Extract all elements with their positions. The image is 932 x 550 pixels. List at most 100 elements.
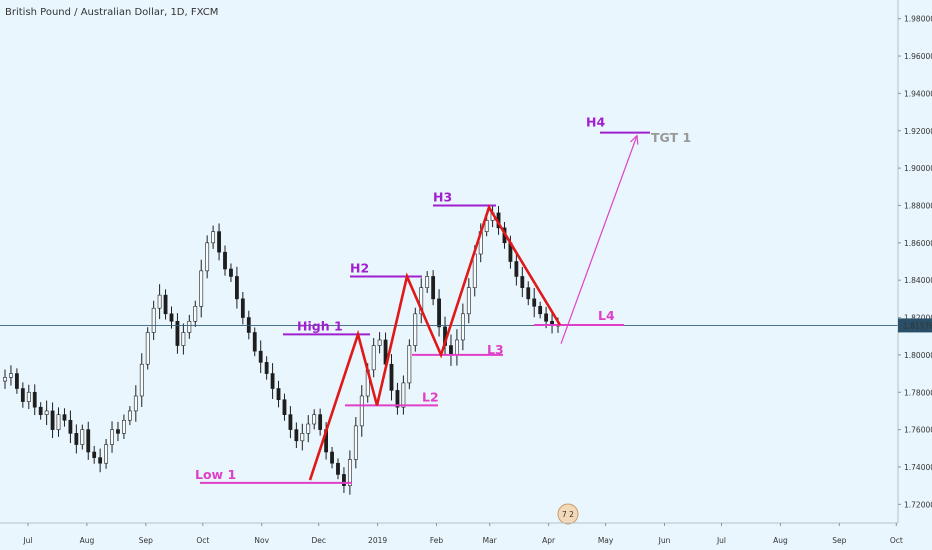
candle-body bbox=[460, 313, 465, 341]
time-tick-label: Oct bbox=[196, 536, 209, 545]
candle-body bbox=[276, 388, 281, 401]
plot-area[interactable]: Low 1 High 1 L2 H2 L3 H3 L4 H4 TGT 1 7 2 bbox=[0, 115, 898, 525]
price-tick-label: 1.92000 bbox=[904, 127, 932, 136]
candle-body bbox=[431, 276, 436, 300]
candle-body bbox=[252, 332, 257, 352]
candle-body bbox=[407, 345, 412, 384]
candle-body bbox=[211, 231, 216, 244]
annotation-label: L2 bbox=[422, 389, 439, 404]
candle-body bbox=[538, 306, 543, 315]
time-tick-label: Mar bbox=[483, 536, 498, 545]
annotation-label: L3 bbox=[487, 342, 504, 357]
zigzag-pattern-line bbox=[308, 204, 562, 481]
price-tick-label: 1.80000 bbox=[904, 351, 932, 360]
price-axis[interactable]: 1.72000 1.74000 1.76000 1.78000 1.80000 1.820… bbox=[897, 0, 932, 523]
candle-body bbox=[44, 410, 49, 415]
projection-arrow-line bbox=[560, 135, 638, 344]
candle-body bbox=[413, 313, 418, 346]
candle-body bbox=[401, 382, 406, 408]
time-tick-label: Sep bbox=[139, 536, 153, 545]
candle-body bbox=[449, 345, 453, 356]
price-tick-label: 1.90000 bbox=[904, 164, 932, 173]
candle-body bbox=[520, 276, 525, 288]
candle-body bbox=[282, 399, 287, 415]
candle-body bbox=[336, 462, 340, 475]
candle-body bbox=[425, 276, 430, 288]
time-tick-label: Apr bbox=[542, 536, 556, 545]
candle-body bbox=[389, 363, 394, 391]
candle-body bbox=[246, 317, 251, 333]
candle-body bbox=[330, 451, 334, 464]
candle-body bbox=[175, 320, 180, 346]
price-tick-label: 1.96000 bbox=[904, 52, 932, 61]
candle-body bbox=[264, 362, 269, 374]
candle-body bbox=[342, 474, 346, 486]
price-tick-label: 1.94000 bbox=[904, 89, 932, 98]
candle-body bbox=[437, 298, 441, 328]
candle-body bbox=[74, 433, 79, 445]
candle-body bbox=[104, 444, 108, 464]
candle-body bbox=[56, 414, 61, 430]
candle-body bbox=[145, 332, 150, 365]
annotation-label: H2 bbox=[350, 260, 369, 275]
candle-body bbox=[270, 373, 275, 389]
annotation-label: Low 1 bbox=[195, 467, 236, 482]
candle-body bbox=[122, 419, 126, 434]
candle-body bbox=[133, 395, 138, 412]
candle-body bbox=[187, 320, 192, 333]
candle-body bbox=[377, 339, 382, 346]
annotation-label: H4 bbox=[586, 115, 605, 130]
price-tick-label: 1.84000 bbox=[904, 276, 932, 285]
price-tick-label: 1.82000 bbox=[904, 314, 932, 323]
candle-body bbox=[98, 457, 103, 464]
candle-body bbox=[86, 429, 91, 453]
candle-body bbox=[240, 298, 245, 318]
candle-body bbox=[26, 391, 31, 402]
candle-body bbox=[205, 242, 210, 272]
candle-body bbox=[229, 268, 233, 277]
candle-body bbox=[419, 287, 424, 315]
price-tick-label: 1.72000 bbox=[904, 500, 932, 509]
candle-body bbox=[110, 429, 114, 445]
candle-body bbox=[353, 425, 358, 460]
candle-body bbox=[472, 253, 477, 288]
candle-body bbox=[38, 406, 43, 415]
logo-badge-text: 7 2 bbox=[562, 510, 574, 519]
time-tick-label: Oct bbox=[890, 536, 903, 545]
price-tick-label: 1.78000 bbox=[904, 388, 932, 397]
projection-arrowhead bbox=[630, 134, 639, 145]
annotation-label: L4 bbox=[598, 308, 615, 323]
chart-title: British Pound / Australian Dollar, 1D, F… bbox=[5, 7, 218, 18]
time-tick-label: 2019 bbox=[368, 536, 387, 545]
candle-body bbox=[484, 220, 489, 232]
candle-body bbox=[217, 231, 221, 253]
price-tick-label: 1.86000 bbox=[904, 239, 932, 248]
candle-body bbox=[395, 390, 400, 408]
candle-body bbox=[223, 251, 227, 270]
candle-body bbox=[139, 363, 144, 397]
time-tick-label: Aug bbox=[773, 536, 788, 545]
candle-body bbox=[163, 294, 168, 315]
candle-body bbox=[235, 276, 239, 300]
candle-body bbox=[466, 287, 471, 315]
candle-body bbox=[199, 270, 204, 307]
price-tick-label: 1.98000 bbox=[904, 15, 932, 24]
candle-body bbox=[544, 313, 549, 322]
candle-body bbox=[455, 339, 459, 356]
candle-body bbox=[294, 429, 299, 442]
candle-body bbox=[62, 414, 67, 421]
annotation-label: High 1 bbox=[297, 318, 343, 333]
candle-body bbox=[157, 294, 162, 309]
candle-body bbox=[526, 287, 531, 300]
candle-body bbox=[532, 298, 537, 307]
candle-body bbox=[258, 350, 263, 363]
candle-body bbox=[14, 373, 19, 389]
price-tick-label: 1.76000 bbox=[904, 426, 932, 435]
time-axis[interactable]: Jul Aug Sep Oct Nov Dec 2019 Feb Mar Apr May Jun Jul… bbox=[0, 522, 903, 545]
candle-body bbox=[80, 429, 85, 445]
time-tick-label: Jul bbox=[716, 536, 726, 545]
candle-body bbox=[169, 313, 174, 322]
candle-body bbox=[50, 410, 55, 430]
candle-body bbox=[288, 414, 293, 430]
